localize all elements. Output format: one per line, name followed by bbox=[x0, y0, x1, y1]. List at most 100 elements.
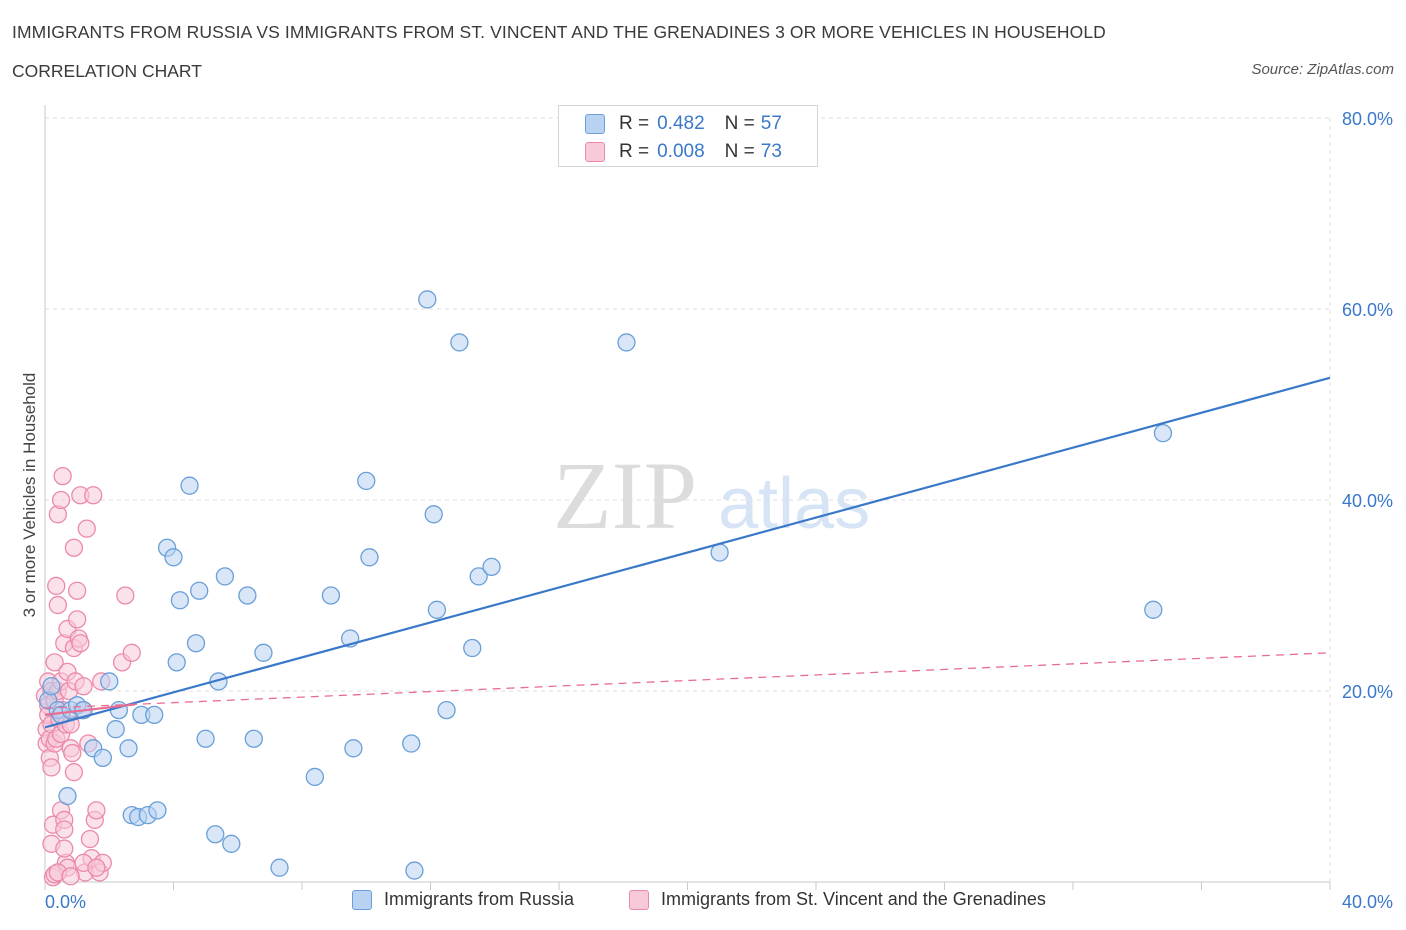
data-point bbox=[405, 861, 424, 880]
stats-row-russia: R = 0.482 N = 57 bbox=[585, 111, 782, 137]
data-point bbox=[58, 786, 77, 806]
data-point bbox=[109, 700, 129, 720]
data-point bbox=[87, 858, 106, 877]
stats-swatch-russia bbox=[585, 114, 605, 134]
stats-r-label: R = bbox=[619, 113, 650, 134]
x-tick-label: 40.0% bbox=[1342, 892, 1393, 912]
data-point bbox=[360, 548, 379, 567]
stats-r-value: 0.008 bbox=[657, 141, 705, 162]
trend-line-russia bbox=[44, 376, 1331, 729]
data-point bbox=[167, 653, 186, 672]
data-point bbox=[87, 801, 106, 820]
data-point bbox=[55, 839, 74, 858]
stats-r-label: R = bbox=[619, 141, 650, 162]
data-point bbox=[190, 581, 209, 600]
y-tick-label: 40.0% bbox=[1342, 491, 1393, 511]
data-point bbox=[321, 586, 341, 605]
stats-n-label: N = bbox=[724, 141, 755, 162]
data-point bbox=[164, 548, 183, 567]
data-point bbox=[450, 333, 469, 352]
data-point bbox=[427, 600, 447, 619]
data-point bbox=[180, 476, 199, 495]
data-point bbox=[270, 858, 289, 877]
data-point bbox=[1144, 600, 1163, 619]
stats-r-value: 0.482 bbox=[657, 113, 705, 134]
stats-row-stvincent: R = 0.008 N = 73 bbox=[585, 139, 782, 165]
watermark: ZIP atlas bbox=[553, 442, 870, 549]
data-point bbox=[170, 591, 190, 610]
source-label: Source: ZipAtlas.com bbox=[1251, 61, 1394, 78]
data-point bbox=[42, 758, 61, 777]
data-point bbox=[463, 638, 482, 658]
data-point bbox=[206, 825, 225, 844]
x-tick-label: 0.0% bbox=[45, 892, 86, 912]
stats-n-value: 57 bbox=[760, 113, 782, 134]
data-point bbox=[122, 643, 141, 662]
tick-labels: 20.0% 40.0% 60.0% 80.0% 0.0% 40.0% bbox=[45, 109, 1393, 912]
data-point bbox=[469, 567, 488, 586]
data-point bbox=[344, 739, 363, 758]
y-tick-label: 20.0% bbox=[1342, 682, 1393, 702]
bottom-legend: Immigrants from Russia Immigrants from S… bbox=[0, 889, 1406, 915]
data-point bbox=[42, 677, 61, 696]
stats-n-value: 73 bbox=[760, 141, 782, 162]
data-point bbox=[357, 471, 376, 491]
y-tick-label: 80.0% bbox=[1342, 109, 1393, 129]
trend-layer bbox=[44, 376, 1331, 729]
data-point bbox=[617, 333, 636, 352]
data-point bbox=[244, 729, 263, 748]
data-point bbox=[53, 466, 72, 486]
data-point bbox=[67, 610, 87, 629]
y-axis-label: 3 or more Vehicles in Household bbox=[20, 373, 39, 618]
legend-label-stvincent: Immigrants from St. Vincent and the Gren… bbox=[661, 889, 1046, 909]
data-point bbox=[74, 677, 93, 696]
data-point bbox=[51, 490, 71, 510]
data-point bbox=[80, 829, 100, 849]
legend-swatch-russia bbox=[352, 889, 372, 910]
stats-swatch-stvincent bbox=[585, 142, 605, 162]
data-point bbox=[402, 734, 421, 753]
chart-subtitle: CORRELATION CHART bbox=[12, 61, 202, 81]
data-point bbox=[48, 595, 67, 615]
data-point bbox=[84, 486, 103, 505]
data-point bbox=[61, 867, 80, 886]
data-point bbox=[145, 705, 164, 725]
data-point bbox=[710, 543, 729, 562]
data-point bbox=[116, 586, 135, 605]
data-point bbox=[93, 748, 112, 767]
chart-title: IMMIGRANTS FROM RUSSIA VS IMMIGRANTS FRO… bbox=[12, 22, 1106, 42]
trend-segment-stvincent bbox=[44, 703, 136, 716]
data-point bbox=[148, 801, 167, 820]
data-point bbox=[45, 653, 64, 672]
legend-label-russia: Immigrants from Russia bbox=[384, 889, 575, 909]
data-point bbox=[238, 586, 257, 605]
legend-item-stvincent[interactable]: Immigrants from St. Vincent and the Gren… bbox=[629, 889, 1046, 910]
data-point bbox=[186, 634, 206, 653]
trend-line-stvincent bbox=[44, 652, 1331, 709]
data-point bbox=[67, 581, 87, 600]
data-point bbox=[418, 290, 437, 309]
series-stvincent bbox=[35, 466, 141, 887]
data-point bbox=[64, 538, 84, 557]
y-tick-label: 60.0% bbox=[1342, 300, 1393, 320]
data-point bbox=[106, 720, 125, 739]
data-point bbox=[424, 505, 443, 524]
data-point bbox=[196, 729, 215, 748]
data-point bbox=[71, 634, 90, 653]
data-point bbox=[119, 739, 138, 758]
data-point bbox=[1153, 423, 1173, 443]
watermark-zip: ZIP bbox=[553, 442, 697, 549]
data-point bbox=[305, 767, 325, 787]
data-point bbox=[100, 672, 119, 691]
legend-swatch-stvincent bbox=[629, 889, 649, 910]
stats-legend: R = 0.482 N = 57 R = 0.008 N = 73 bbox=[558, 105, 818, 167]
watermark-atlas: atlas bbox=[718, 464, 870, 544]
data-point bbox=[77, 519, 96, 538]
legend-item-russia[interactable]: Immigrants from Russia bbox=[352, 889, 574, 910]
data-point bbox=[55, 820, 74, 839]
data-point bbox=[63, 743, 82, 763]
data-point bbox=[254, 643, 273, 662]
series-russia bbox=[39, 290, 1173, 880]
series-layer bbox=[35, 290, 1173, 887]
